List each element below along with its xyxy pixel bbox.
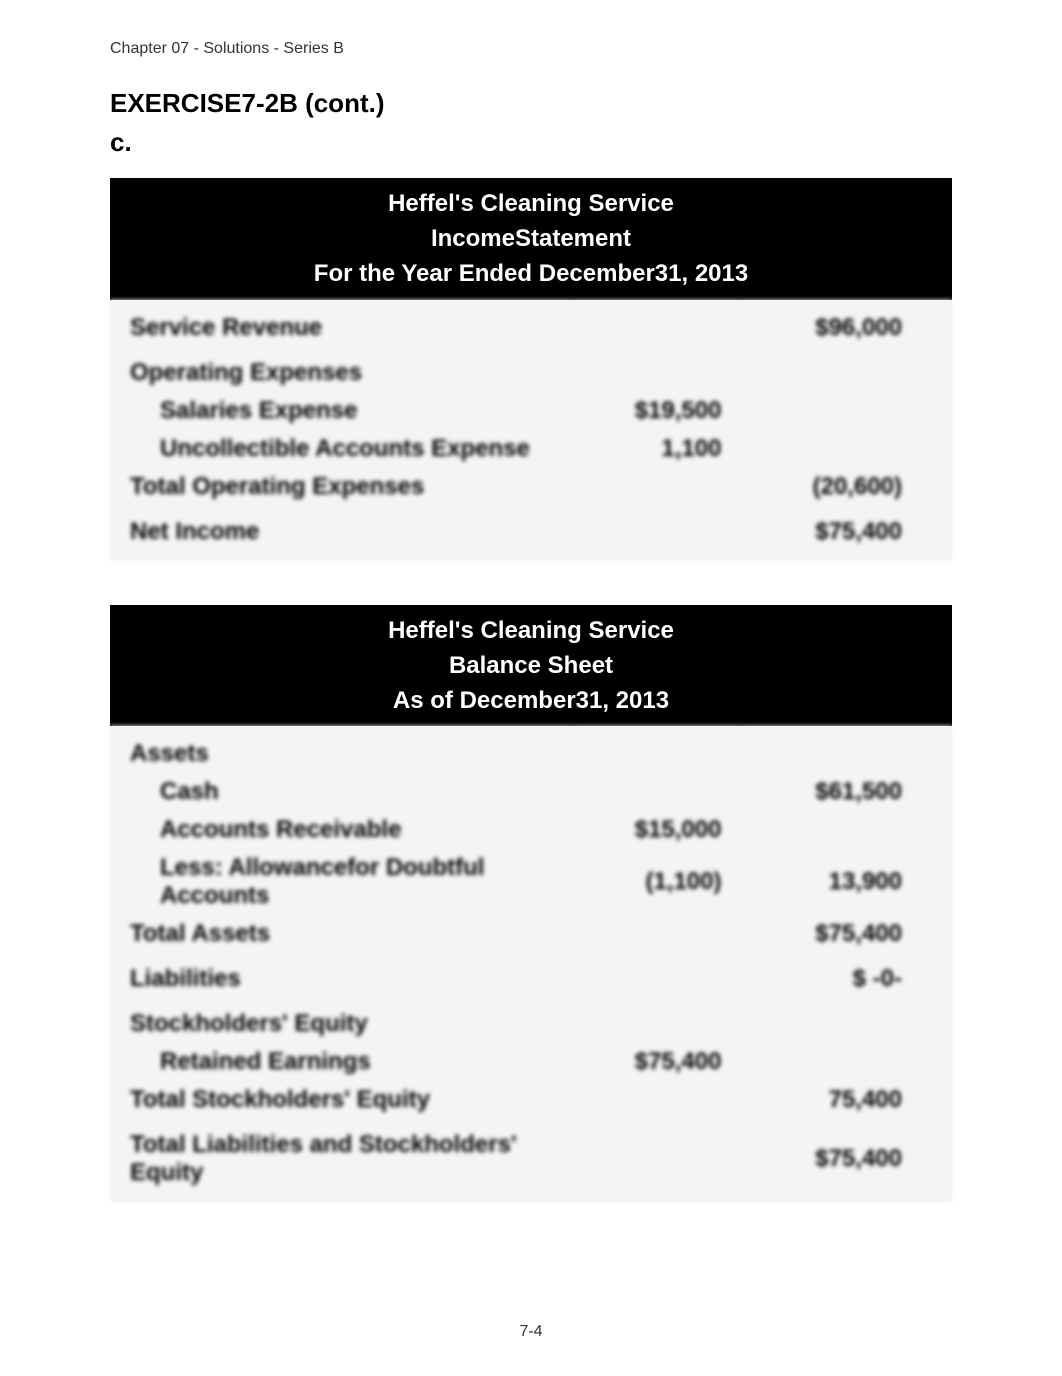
empty-cell bbox=[741, 998, 952, 1043]
total-se-label: Total Stockholders' Equity bbox=[110, 1081, 573, 1119]
retained-label: Retained Earnings bbox=[110, 1043, 573, 1081]
empty-cell bbox=[573, 1119, 741, 1201]
assets-label: Assets bbox=[110, 726, 573, 773]
page-number: 7-4 bbox=[0, 1323, 1062, 1341]
income-header-line3: For the Year Ended December31, 2013 bbox=[110, 256, 952, 299]
total-liab-se-value: $75,400 bbox=[741, 1119, 952, 1201]
empty-cell bbox=[573, 998, 741, 1043]
cash-label: Cash bbox=[110, 773, 573, 811]
service-revenue-value: $96,000 bbox=[741, 300, 952, 347]
total-op-expenses-label: Total Operating Expenses bbox=[110, 468, 573, 506]
cash-value: $61,500 bbox=[741, 773, 952, 811]
total-liab-se-label: Total Liabilities and Stockholders' Equi… bbox=[110, 1119, 573, 1201]
empty-cell bbox=[573, 773, 741, 811]
empty-cell bbox=[741, 1043, 952, 1081]
total-op-expenses-value: (20,600) bbox=[741, 468, 952, 506]
allowance-label: Less: Allowancefor Doubtful Accounts bbox=[110, 849, 573, 915]
uncollectible-label: Uncollectible Accounts Expense bbox=[110, 430, 573, 468]
empty-cell bbox=[573, 300, 741, 347]
income-statement-table: Heffel's Cleaning Service IncomeStatemen… bbox=[110, 178, 952, 560]
empty-cell bbox=[741, 811, 952, 849]
ar-value: $15,000 bbox=[573, 811, 741, 849]
empty-cell bbox=[573, 953, 741, 998]
bs-header-line2: Balance Sheet bbox=[110, 648, 952, 683]
uncollectible-value: 1,100 bbox=[573, 430, 741, 468]
empty-cell bbox=[741, 726, 952, 773]
section-letter: c. bbox=[110, 127, 952, 158]
bs-header-line3: As of December31, 2013 bbox=[110, 683, 952, 726]
income-header-line2: IncomeStatement bbox=[110, 221, 952, 256]
ar-label: Accounts Receivable bbox=[110, 811, 573, 849]
total-se-value: 75,400 bbox=[741, 1081, 952, 1119]
allowance-col1: (1,100) bbox=[573, 849, 741, 915]
total-assets-value: $75,400 bbox=[741, 915, 952, 953]
income-header-line1: Heffel's Cleaning Service bbox=[110, 178, 952, 221]
empty-cell bbox=[741, 347, 952, 392]
empty-cell bbox=[573, 915, 741, 953]
operating-expenses-label: Operating Expenses bbox=[110, 347, 573, 392]
allowance-col2: 13,900 bbox=[741, 849, 952, 915]
empty-cell bbox=[573, 506, 741, 560]
salaries-expense-value: $19,500 bbox=[573, 392, 741, 430]
empty-cell bbox=[573, 347, 741, 392]
page-header: Chapter 07 - Solutions - Series B bbox=[110, 40, 952, 58]
balance-sheet-table: Heffel's Cleaning Service Balance Sheet … bbox=[110, 605, 952, 1202]
retained-value: $75,400 bbox=[573, 1043, 741, 1081]
empty-cell bbox=[573, 726, 741, 773]
salaries-expense-label: Salaries Expense bbox=[110, 392, 573, 430]
empty-cell bbox=[741, 430, 952, 468]
liabilities-value: $ -0- bbox=[741, 953, 952, 998]
empty-cell bbox=[573, 1081, 741, 1119]
bs-header-line1: Heffel's Cleaning Service bbox=[110, 605, 952, 648]
total-assets-label: Total Assets bbox=[110, 915, 573, 953]
service-revenue-label: Service Revenue bbox=[110, 300, 573, 347]
liabilities-label: Liabilities bbox=[110, 953, 573, 998]
empty-cell bbox=[573, 468, 741, 506]
net-income-value: $75,400 bbox=[741, 506, 952, 560]
empty-cell bbox=[741, 392, 952, 430]
exercise-title: EXERCISE7-2B (cont.) bbox=[110, 88, 952, 119]
net-income-label: Net Income bbox=[110, 506, 573, 560]
se-label: Stockholders' Equity bbox=[110, 998, 573, 1043]
